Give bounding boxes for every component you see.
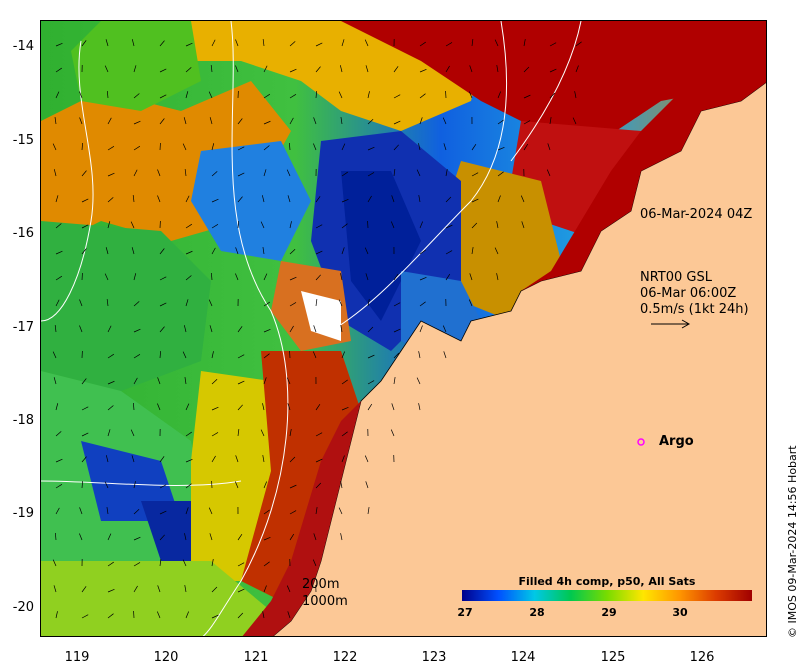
lon-tick: 119 [64,650,90,665]
lat-tick: -19 [12,506,34,521]
lat-tick: -15 [12,133,34,148]
lon-tick: 121 [243,650,269,665]
lat-tick: -18 [12,413,34,428]
lon-tick: 124 [510,650,536,665]
sst-map [41,21,766,636]
lon-tick: 120 [153,650,179,665]
contour-200-label: 200m [302,577,340,592]
lat-tick: -16 [12,226,34,241]
land-mass [272,81,766,636]
colorbar-tick: 27 [457,606,473,619]
colorbar-title: Filled 4h comp, p50, All Sats [518,575,696,588]
lon-tick: 125 [600,650,626,665]
map-panel [40,20,767,637]
current-vectors [52,38,582,619]
sst-patches [41,21,766,636]
contour-1000-label: 1000m [302,594,348,609]
lon-tick: 123 [421,650,447,665]
copyright-label: © IMOS 09-Mar-2024 14:56 Hobart [786,445,799,638]
scale-arrow-icon [651,319,691,329]
colorbar [462,590,752,601]
colorbar-tick: 28 [529,606,545,619]
lat-tick: -14 [12,39,34,54]
colorbar-tick: 30 [672,606,688,619]
timestamp-label: 06-Mar-2024 04Z [640,207,753,222]
gsl-title: NRT00 GSL [640,270,712,285]
colorbar-tick: 29 [601,606,617,619]
argo-marker-icon [637,438,645,446]
lat-tick: -17 [12,320,34,335]
argo-label: Argo [659,434,694,449]
lat-tick: -20 [12,600,34,615]
gsl-time: 06-Mar 06:00Z [640,286,737,301]
lon-tick: 122 [332,650,358,665]
gsl-scale: 0.5m/s (1kt 24h) [640,302,749,317]
lon-tick: 126 [689,650,715,665]
